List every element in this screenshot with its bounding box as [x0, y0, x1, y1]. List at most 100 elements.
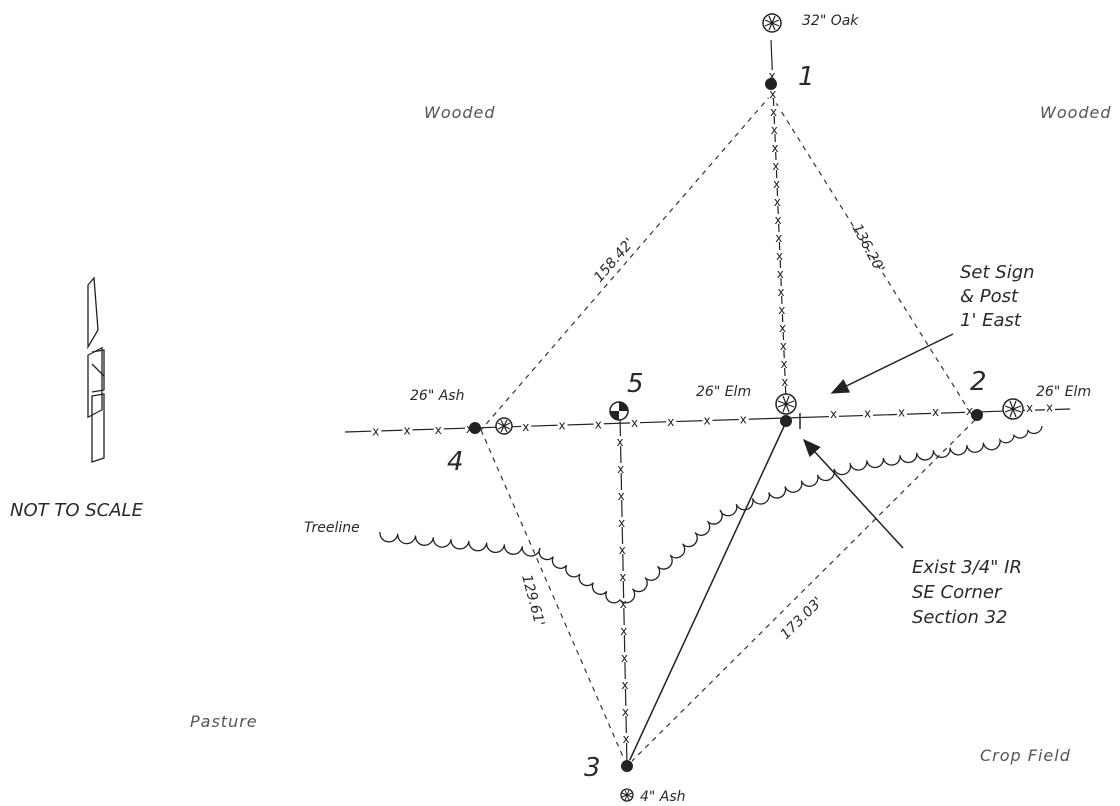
point-2-marker — [971, 409, 983, 421]
fence-x-mark-gap — [738, 413, 749, 424]
fence-x-mark-gap — [619, 652, 630, 662]
fence-x-mark-gap — [1025, 402, 1035, 412]
fence-x-mark: x — [864, 406, 871, 420]
fence-x-mark-gap — [767, 70, 778, 80]
tree-label-elm-right: 26" Elm — [1036, 384, 1091, 400]
fence-x-mark-gap — [615, 436, 626, 446]
tree-label-ash-left: 26" Ash — [410, 388, 464, 404]
fence-x-mark-gap — [630, 417, 640, 427]
fence-x-mark: x — [1046, 401, 1053, 415]
benchmark-icon — [609, 401, 629, 421]
fence-x-mark-gap — [402, 424, 413, 435]
fence-x-mark: x — [740, 412, 747, 426]
fence-x-mark: x — [772, 141, 779, 155]
fence-x-mark: x — [778, 285, 785, 299]
fence-x-mark-gap — [619, 625, 630, 635]
fence-x-mark-gap — [666, 415, 677, 426]
fence-x-mark-gap — [557, 419, 568, 430]
fence-x-mark-gap — [617, 517, 628, 527]
distance-label-1-4: 158.42' — [591, 235, 638, 285]
scale-note: NOT TO SCALE — [10, 500, 144, 521]
fence-x-mark: x — [619, 570, 626, 584]
tree-icon — [775, 393, 797, 415]
dashed-line-1-2 — [770, 94, 971, 413]
tree-icon — [495, 417, 513, 435]
fence-x-mark: x — [631, 416, 638, 430]
fence-x-mark-gap — [770, 142, 781, 152]
fence-x-mark-gap — [1045, 401, 1055, 412]
fence-x-mark-gap — [778, 322, 788, 332]
fence-x-mark: x — [619, 543, 626, 557]
point-4-label: 4 — [447, 447, 464, 477]
area-label-wooded-right: Wooded — [1040, 103, 1112, 122]
fence-x-mark: x — [769, 69, 776, 83]
annotation-sign-line2: & Post — [960, 286, 1019, 307]
fence-x-mark: x — [522, 420, 529, 434]
fence-x-mark: x — [772, 159, 779, 173]
annotation-ir-line1: Exist 3/4" IR — [912, 557, 1022, 578]
point-1-marker — [765, 78, 777, 90]
dashed-line-2-3 — [626, 419, 976, 767]
fence-x-mark: x — [617, 462, 624, 476]
fence-x-mark-gap — [773, 214, 784, 224]
annotation-sign-line1: Set Sign — [960, 262, 1035, 283]
fence-x-mark: x — [618, 489, 625, 503]
fence-x-mark: x — [781, 357, 788, 371]
fence-x-mark-gap — [776, 286, 787, 296]
fence-x-mark: x — [780, 339, 787, 353]
fence-x-mark-gap — [829, 408, 839, 419]
fence-x-mark-gap — [618, 571, 629, 581]
north-arrow-icon — [87, 276, 103, 419]
fence-x-mark-gap — [616, 463, 627, 473]
fence-x-mark-gap — [620, 679, 631, 689]
fence-x-mark: x — [372, 424, 379, 438]
fence-x-mark-gap — [702, 414, 713, 425]
ir-arrow — [802, 438, 904, 549]
fence-x-mark: x — [777, 267, 784, 281]
fence-x-mark-gap — [371, 425, 382, 436]
tree-label-elm-center: 26" Elm — [696, 384, 751, 400]
fence-x-mark-gap — [775, 250, 785, 260]
area-label-pasture: Pasture — [190, 712, 258, 731]
fence-x-mark: x — [778, 303, 785, 317]
tree-icon — [620, 788, 634, 802]
fence-x-mark: x — [966, 404, 973, 418]
annotation-ir-line2: SE Corner — [912, 582, 1003, 603]
tree-label-oak: 32" Oak — [802, 13, 859, 29]
solid-line-corner-3 — [626, 421, 787, 767]
fence-x-mark: x — [404, 424, 411, 438]
fence-x-mark-gap — [779, 358, 790, 368]
fence-x-mark: x — [620, 597, 627, 611]
fence-x-mark: x — [618, 516, 625, 530]
fence-x-mark: x — [1026, 401, 1033, 415]
fence-x-mark: x — [775, 231, 782, 245]
fence-x-mark: x — [771, 123, 778, 137]
fence-x-mark-gap — [593, 418, 604, 429]
fence-x-mark-gap — [897, 406, 907, 417]
fence-x-mark: x — [621, 678, 628, 692]
fence-x-mark-gap — [772, 178, 782, 188]
fence-x-mark: x — [621, 651, 628, 665]
fence-x-mark: x — [776, 249, 783, 263]
distance-label-4-3: 129.61' — [518, 573, 547, 628]
dashed-line-4-3 — [480, 429, 628, 767]
dashed-line-1-4 — [480, 94, 772, 431]
fence-x-mark: x — [774, 195, 781, 209]
north-arrow-letters — [91, 349, 105, 463]
fence-x-mark-gap — [780, 376, 791, 386]
fence-x-mark-gap — [774, 232, 785, 242]
point-5-label: 5 — [627, 369, 644, 399]
area-label-wooded-left: Wooded — [424, 103, 496, 122]
fence-x-mark: x — [704, 414, 711, 428]
annotation-ir-line3: Section 32 — [912, 607, 1008, 628]
fence-x-mark-gap — [521, 420, 532, 431]
area-label-treeline: Treeline — [304, 520, 360, 536]
fence-x-mark-gap — [965, 405, 975, 415]
sign-arrow — [830, 333, 954, 394]
distance-label-1-2: 136.20' — [848, 221, 887, 275]
fence-x-mark-gap — [768, 88, 779, 98]
fence-x-mark: x — [770, 105, 777, 119]
fence-x-mark: x — [622, 705, 629, 719]
tree-label-ash-bottom: 4" Ash — [640, 789, 686, 805]
